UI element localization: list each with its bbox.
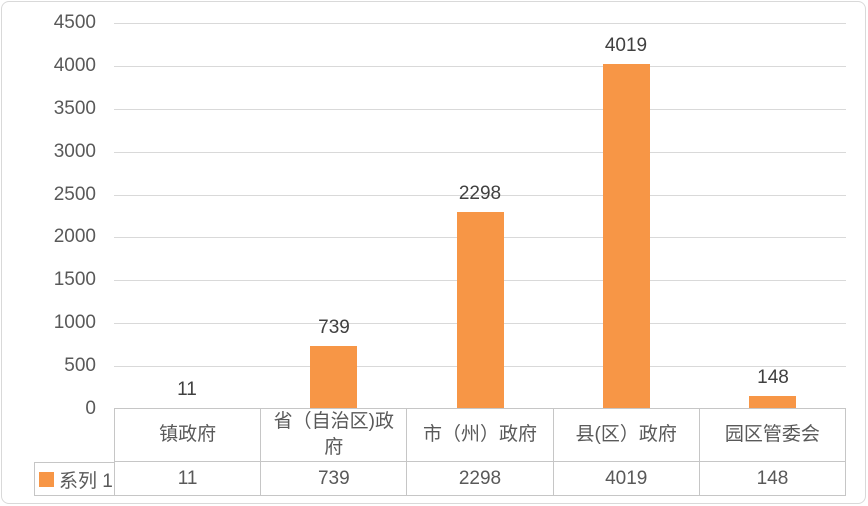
legend-key-swatch xyxy=(39,471,54,487)
value-cell: 11 xyxy=(114,462,261,496)
y-axis-tick-label: 2500 xyxy=(53,184,96,205)
value-cell: 4019 xyxy=(552,462,699,496)
y-axis-tick-label: 1500 xyxy=(53,269,96,290)
y-axis-tick-label: 3000 xyxy=(53,141,96,162)
y-axis-tick-label: 500 xyxy=(64,355,96,376)
value-cell: 2298 xyxy=(406,462,553,496)
value-cell: 148 xyxy=(698,462,847,496)
y-axis-tick-label: 4500 xyxy=(53,12,96,33)
gridline xyxy=(114,152,846,153)
value-cell: 739 xyxy=(260,462,407,496)
gridline xyxy=(114,195,846,196)
category-header-cell: 省（自治区)政府 xyxy=(260,409,406,461)
gridline xyxy=(114,66,846,67)
y-axis-tick-label: 3500 xyxy=(53,98,96,119)
category-header-cell: 县(区）政府 xyxy=(552,409,699,461)
y-axis-tick-label: 4000 xyxy=(53,55,96,76)
data-label: 11 xyxy=(177,379,197,400)
category-header-cell: 镇政府 xyxy=(114,409,260,461)
data-label: 2298 xyxy=(458,183,502,204)
category-header-cell: 市（州）政府 xyxy=(406,409,552,461)
category-header-cell: 园区管委会 xyxy=(698,409,847,461)
series-bar[interactable] xyxy=(603,64,650,409)
y-axis-tick-label: 0 xyxy=(85,398,96,419)
data-table-value-row: 系列 1 11 739 2298 4019 148 xyxy=(34,462,847,496)
y-axis-tick-label: 1000 xyxy=(53,312,96,333)
gridline xyxy=(114,109,846,110)
series-bar[interactable] xyxy=(310,346,357,409)
series-bar[interactable] xyxy=(457,212,504,409)
legend-label: 系列 1 xyxy=(59,470,113,492)
legend-cell[interactable]: 系列 1 xyxy=(34,462,114,496)
data-label: 739 xyxy=(318,317,350,338)
data-table-header-row: 镇政府 省（自治区)政府 市（州）政府 县(区）政府 园区管委会 xyxy=(114,408,847,462)
gridline xyxy=(114,23,846,24)
y-axis-tick-label: 2000 xyxy=(53,226,96,247)
data-label: 4019 xyxy=(604,35,648,56)
series-bar[interactable] xyxy=(749,396,796,409)
data-label: 148 xyxy=(757,367,789,388)
